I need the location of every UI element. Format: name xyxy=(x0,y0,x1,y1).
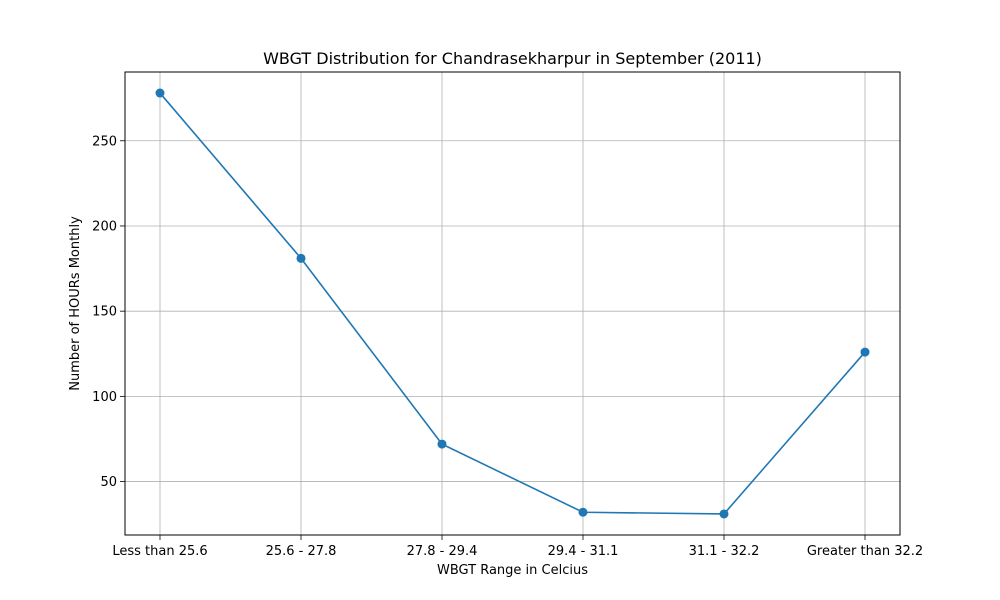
y-tick-label: 250 xyxy=(92,134,117,149)
data-point xyxy=(860,347,870,357)
x-axis-label: WBGT Range in Celcius xyxy=(437,563,588,578)
y-tick-label: 50 xyxy=(100,475,117,490)
series-layer xyxy=(155,88,870,519)
data-point xyxy=(155,88,165,98)
x-axis: Less than 25.6 25.6 - 27.8 27.8 - 29.4 29.4… xyxy=(112,535,923,559)
x-tick-label: 29.4 - 31.1 xyxy=(548,544,619,559)
y-axis-label: Number of HOURs Monthly xyxy=(68,216,83,391)
x-tick-label: 25.6 - 27.8 xyxy=(266,544,337,559)
data-point xyxy=(719,509,729,519)
series-line xyxy=(159,92,866,515)
y-axis: 50 100 150 200 250 xyxy=(92,134,125,490)
x-tick-label: 31.1 - 32.2 xyxy=(689,544,760,559)
grid xyxy=(125,72,900,535)
data-point xyxy=(578,507,588,517)
y-tick-label: 200 xyxy=(92,219,117,234)
plot-frame xyxy=(124,71,901,536)
y-tick-label: 100 xyxy=(92,390,117,405)
chart-title: WBGT Distribution for Chandrasekharpur i… xyxy=(263,49,762,68)
data-point xyxy=(437,439,447,449)
data-point xyxy=(296,253,306,263)
y-tick-label: 150 xyxy=(92,305,117,320)
x-tick-label: Less than 25.6 xyxy=(112,544,207,559)
x-tick-label: 27.8 - 29.4 xyxy=(407,544,478,559)
x-tick-label: Greater than 32.2 xyxy=(807,544,923,559)
